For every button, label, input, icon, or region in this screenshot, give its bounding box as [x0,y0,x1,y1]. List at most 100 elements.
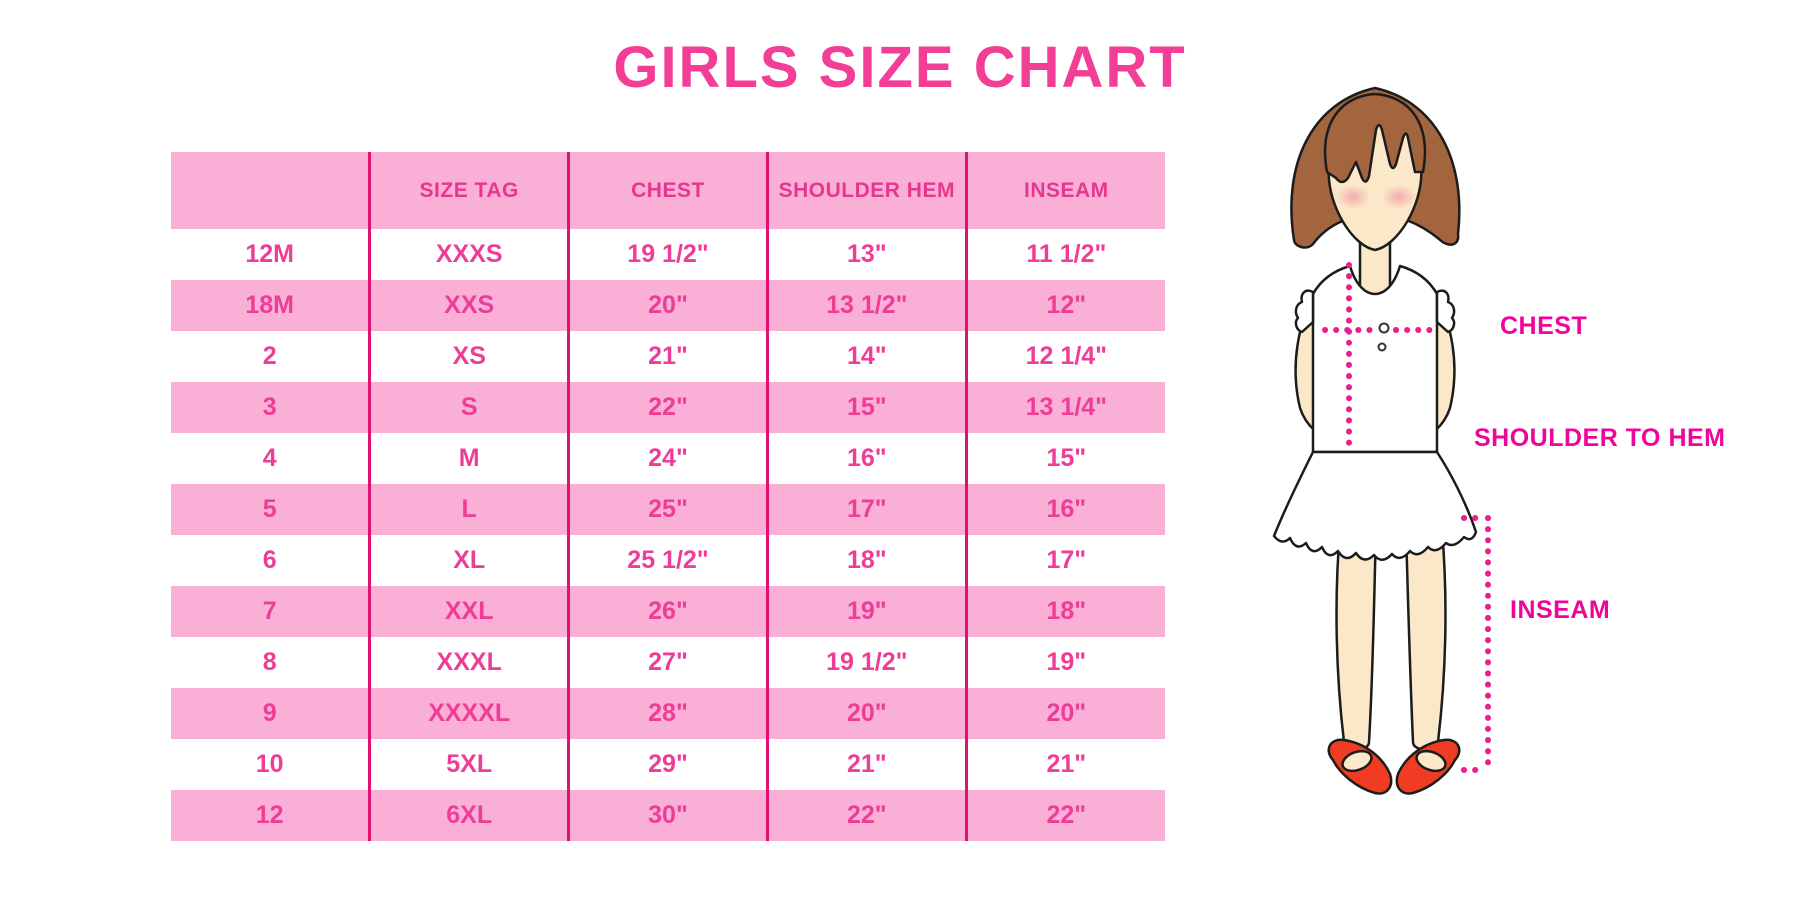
table-cell: 12M [245,240,294,268]
table-cell: 25" [567,484,768,535]
girl-figure-illustration [1170,60,1700,820]
table-cell: 11 1/2" [964,229,1165,280]
table-row: 7 XXL 26" 19" 18" [171,586,1165,637]
table-cell: 21" [765,739,967,790]
table-cell: 21" [964,739,1165,790]
size-table: SIZE TAG CHEST SHOULDER HEM INSEAM 12M XXXS 1… [171,152,1165,841]
right-shoulder-ruffle [1435,289,1456,334]
dress-button-top [1378,322,1390,334]
left-leg [1335,528,1378,751]
table-cell: 15" [765,382,967,433]
table-cell: 12 1/4" [964,331,1165,382]
header-row: SIZE TAG CHEST SHOULDER HEM INSEAM [171,152,1165,229]
table-cell: 30" [567,790,768,841]
page-title: GIRLS SIZE CHART [613,35,1187,100]
table-row: 9 XXXXL 28" 20" 20" [171,688,1165,739]
table-cell: XXS [368,280,569,331]
table-cell: 5 [262,495,277,523]
table-cell: 13 1/2" [765,280,967,331]
table-cell: 22" [765,790,967,841]
header-cell [171,152,370,229]
table-cell: 22" [567,382,768,433]
table-cell: 5XL [368,739,569,790]
right-blush [1382,185,1416,209]
table-cell: XXL [368,586,569,637]
size-table-body: 12M XXXS 19 1/2" 13" 11 1/2" 18M XXS 20" 13 1/2"… [171,229,1165,841]
table-cell: M [368,433,569,484]
table-cell: 22" [964,790,1165,841]
table-cell: 20" [765,688,967,739]
table-cell: 24" [567,433,768,484]
header-cell: SHOULDER HEM [765,152,967,229]
table-cell: 29" [567,739,768,790]
header-cell: CHEST [567,152,768,229]
left-shoe-strap-opening [1341,749,1373,773]
table-cell: 6 [262,546,277,574]
table-row: 5 L 25" 17" 16" [171,484,1165,535]
right-shoe-strap-opening [1415,749,1447,773]
table-row: 8 XXXL 27" 19 1/2" 19" [171,637,1165,688]
table-cell: 19" [765,586,967,637]
table-row: 12M XXXS 19 1/2" 13" 11 1/2" [171,229,1165,280]
table-cell: L [368,484,569,535]
table-cell: 20" [567,280,768,331]
right-leg [1404,528,1447,751]
table-row: 12 6XL 30" 22" 22" [171,790,1165,841]
table-cell: XXXS [368,229,569,280]
table-cell: 19 1/2" [567,229,768,280]
table-cell: 27" [567,637,768,688]
table-cell: 18M [245,291,294,319]
table-cell: S [368,382,569,433]
table-cell: 10 [255,750,284,778]
table-cell: 17" [964,535,1165,586]
table-cell: 4 [262,444,277,472]
table-cell: 16" [765,433,967,484]
table-cell: 20" [964,688,1165,739]
girl-figure-svg [1272,86,1491,795]
table-row: 18M XXS 20" 13 1/2" 12" [171,280,1165,331]
header-cell: SIZE TAG [368,152,569,229]
header-cell: INSEAM [964,152,1165,229]
table-cell: 3 [262,393,277,421]
left-blush [1336,185,1370,209]
dress-bodice [1311,264,1439,454]
table-cell: 12 [255,801,284,829]
table-row: 4 M 24" 16" 15" [171,433,1165,484]
table-cell: 19 1/2" [765,637,967,688]
table-cell: 26" [567,586,768,637]
table-cell: 19" [964,637,1165,688]
hair-bangs [1323,92,1427,184]
table-cell: 6XL [368,790,569,841]
table-cell: 15" [964,433,1165,484]
table-cell: XXXL [368,637,569,688]
table-cell: 2 [262,342,277,370]
table-row: 3 S 22" 15" 13 1/4" [171,382,1165,433]
table-cell: XL [368,535,569,586]
dress-skirt [1272,450,1478,561]
table-cell: 25 1/2" [567,535,768,586]
table-cell: 7 [262,597,277,625]
table-row: 6 XL 25 1/2" 18" 17" [171,535,1165,586]
table-row: 2 XS 21" 14" 12 1/4" [171,331,1165,382]
table-cell: 18" [964,586,1165,637]
shoulder-to-hem-label: SHOULDER TO HEM [1474,424,1726,452]
inseam-label: INSEAM [1510,596,1611,624]
table-cell: XS [368,331,569,382]
chest-label: CHEST [1500,312,1588,340]
dress-button-bottom [1377,342,1387,352]
size-table-header: SIZE TAG CHEST SHOULDER HEM INSEAM [171,152,1165,229]
table-cell: 18" [765,535,967,586]
table-cell: 9 [262,699,277,727]
table-cell: 16" [964,484,1165,535]
table-cell: 21" [567,331,768,382]
table-row: 10 5XL 29" 21" 21" [171,739,1165,790]
table-cell: 14" [765,331,967,382]
left-shoulder-ruffle [1294,289,1315,334]
table-cell: 8 [262,648,277,676]
table-cell: 28" [567,688,768,739]
table-cell: 13" [765,229,967,280]
table-cell: 13 1/4" [964,382,1165,433]
table-cell: 17" [765,484,967,535]
table-cell: 12" [964,280,1165,331]
